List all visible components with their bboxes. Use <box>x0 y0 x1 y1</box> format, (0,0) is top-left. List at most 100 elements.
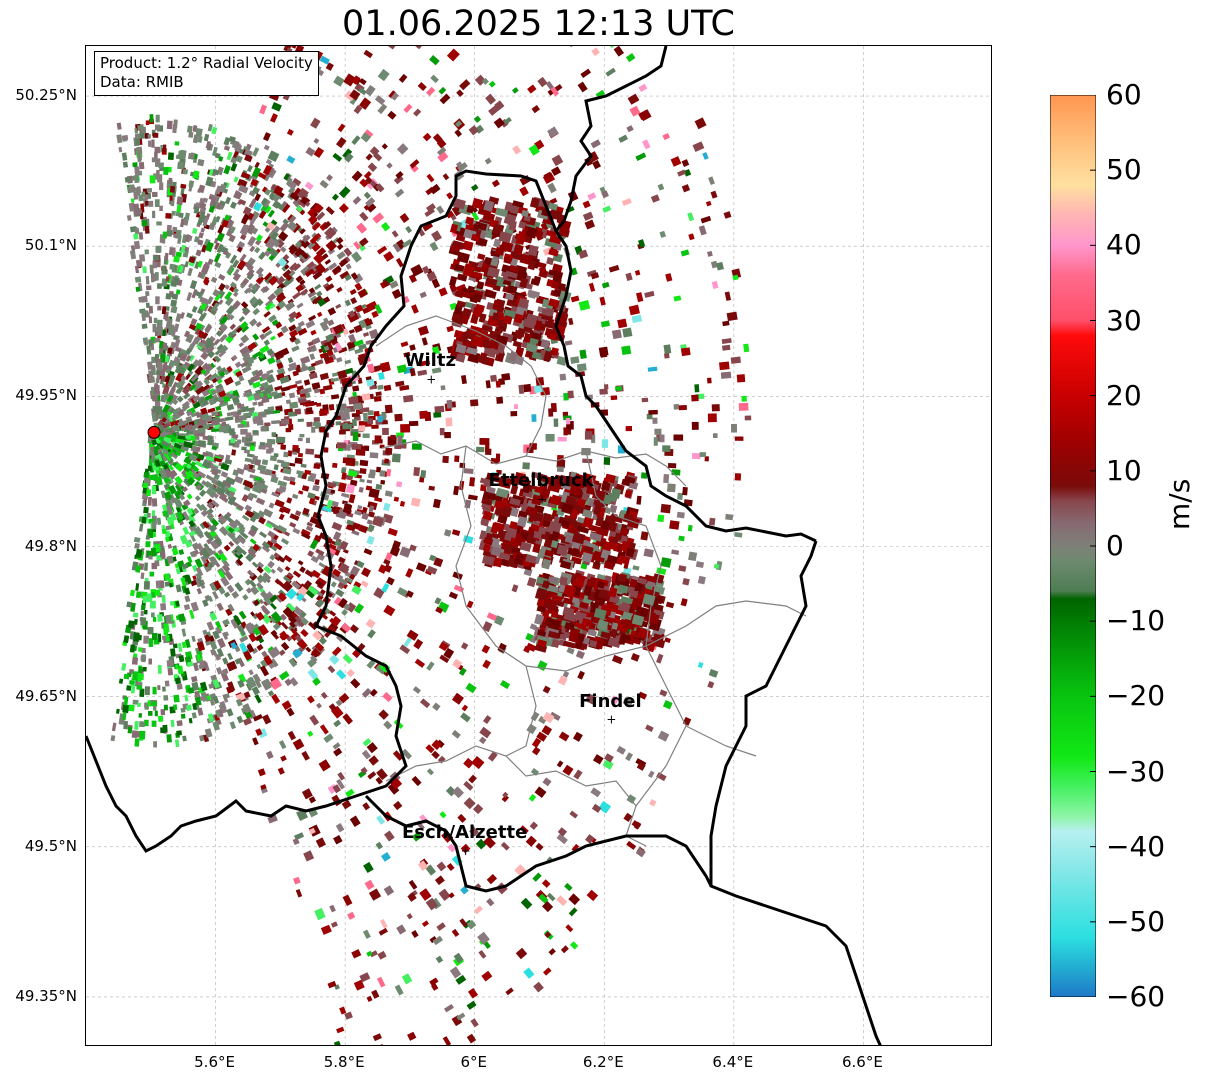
echo-gate <box>251 561 259 568</box>
echo-gate <box>217 396 223 403</box>
echo-gate <box>265 540 274 548</box>
echo-gate <box>127 726 133 734</box>
echo-gate <box>337 123 346 133</box>
echo-gate <box>377 384 384 390</box>
echo-gate <box>286 497 293 504</box>
echo-gate <box>266 438 276 445</box>
echo-gate <box>177 161 184 170</box>
echo-gate <box>394 413 403 422</box>
echo-gate <box>225 608 233 616</box>
echo-gate <box>548 298 560 308</box>
echo-gate <box>243 485 251 492</box>
echo-gate <box>245 553 254 562</box>
echo-gate <box>223 145 231 151</box>
echo-gate <box>270 629 278 637</box>
echo-gate <box>208 222 216 231</box>
echo-gate <box>163 483 171 490</box>
echo-gate <box>535 842 544 851</box>
echo-gate <box>132 162 138 168</box>
echo-gate <box>311 569 321 579</box>
echo-gate <box>247 341 257 351</box>
echo-gate <box>725 513 734 521</box>
echo-gate <box>636 495 642 505</box>
echo-gate <box>268 275 279 286</box>
echo-gate <box>144 249 149 255</box>
echo-gate <box>191 465 200 473</box>
echo-gate <box>200 548 210 559</box>
echo-gate <box>167 667 174 676</box>
echo-gate <box>558 228 570 238</box>
echo-gate <box>237 536 246 545</box>
echo-gate <box>329 617 339 627</box>
echo-gate <box>277 592 287 602</box>
echo-gate <box>563 392 569 401</box>
echo-gate <box>525 642 537 652</box>
echo-gate <box>308 796 317 804</box>
echo-gate <box>257 171 267 180</box>
echo-gate <box>341 608 348 616</box>
echo-gate <box>247 467 256 474</box>
echo-gate <box>298 398 307 404</box>
echo-gate <box>249 545 257 553</box>
echo-gate <box>238 414 247 421</box>
echo-gate <box>476 355 489 365</box>
echo-gate <box>386 576 395 586</box>
echo-gate <box>134 543 140 549</box>
echo-gate <box>289 192 300 202</box>
echo-gate <box>205 510 214 519</box>
echo-gate <box>710 260 718 269</box>
echo-gate <box>466 204 475 214</box>
echo-gate <box>184 595 191 603</box>
echo-gate <box>415 562 427 573</box>
echo-gate <box>184 424 193 431</box>
echo-gate <box>190 579 198 587</box>
echo-gate <box>170 281 178 287</box>
echo-gate <box>129 250 137 260</box>
echo-gate <box>131 730 138 738</box>
echo-gate <box>337 369 348 380</box>
echo-gate <box>398 73 408 83</box>
echo-gate <box>593 499 606 508</box>
echo-gate <box>533 981 544 993</box>
echo-gate <box>322 282 330 289</box>
echo-gate <box>307 214 318 225</box>
echo-gate <box>393 800 403 811</box>
echo-gate <box>171 547 179 556</box>
echo-gate <box>166 499 173 507</box>
echo-gate <box>315 837 326 848</box>
echo-gate <box>259 345 270 354</box>
echo-gate <box>292 570 301 578</box>
echo-gate <box>224 313 233 321</box>
echo-gate <box>518 384 525 395</box>
echo-gate <box>309 539 319 550</box>
echo-gate <box>275 275 286 286</box>
echo-gate <box>227 681 236 692</box>
echo-gate <box>137 702 141 708</box>
echo-gate <box>190 373 200 383</box>
echo-gate <box>446 325 454 333</box>
echo-gate <box>218 401 229 408</box>
echo-gate <box>525 226 538 239</box>
echo-gate <box>176 395 184 403</box>
echo-gate <box>273 464 279 471</box>
echo-gate <box>176 730 182 736</box>
echo-gate <box>707 413 717 423</box>
echo-gate <box>226 660 238 672</box>
echo-gate <box>232 291 239 298</box>
echo-gate <box>168 399 174 406</box>
echo-gate <box>323 447 329 453</box>
echo-gate <box>358 524 369 534</box>
echo-gate <box>133 174 140 183</box>
echo-gate <box>734 436 744 441</box>
echo-gate <box>587 192 597 201</box>
echo-gate <box>227 526 235 534</box>
echo-gate <box>316 594 324 602</box>
echo-gate <box>246 268 255 278</box>
echo-gate <box>252 714 263 722</box>
echo-gate <box>380 479 386 485</box>
echo-gate <box>564 882 573 892</box>
echo-gate <box>481 970 493 982</box>
echo-gate <box>174 462 184 472</box>
echo-gate <box>218 344 229 355</box>
echo-gate <box>300 528 311 538</box>
